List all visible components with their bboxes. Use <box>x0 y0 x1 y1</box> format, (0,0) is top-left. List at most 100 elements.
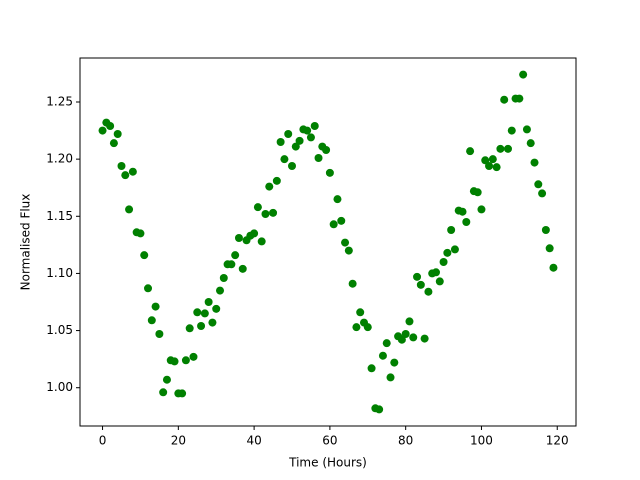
point <box>413 272 422 281</box>
x-tick-label: 100 <box>470 434 493 448</box>
point <box>473 188 482 197</box>
point <box>424 287 433 296</box>
point <box>526 139 535 148</box>
point <box>155 330 164 338</box>
point <box>227 260 236 269</box>
point <box>500 95 509 104</box>
point <box>503 144 512 153</box>
point <box>272 176 281 185</box>
point <box>125 205 134 214</box>
point <box>515 94 524 103</box>
point <box>341 238 350 247</box>
point <box>522 125 531 134</box>
point <box>193 308 202 317</box>
x-tick-label: 0 <box>99 434 107 448</box>
point <box>420 334 429 343</box>
x-tick-label: 60 <box>322 434 337 448</box>
point <box>538 189 547 198</box>
x-tick-label: 80 <box>398 434 413 448</box>
y-tick-label: 1.15 <box>46 209 73 223</box>
point <box>234 234 243 242</box>
point <box>481 156 490 165</box>
point <box>314 154 323 162</box>
point <box>306 133 315 142</box>
y-tick-label: 1.10 <box>46 266 73 280</box>
point <box>231 251 240 260</box>
y-tick-label: 1.25 <box>46 95 73 109</box>
y-tick-label: 1.00 <box>46 380 73 394</box>
point <box>337 216 346 225</box>
point <box>121 171 130 180</box>
point <box>265 182 274 191</box>
x-tick-label: 20 <box>171 434 186 448</box>
point <box>356 308 365 317</box>
point <box>219 274 228 282</box>
x-axis-label: Time (Hours) <box>288 456 367 470</box>
point <box>348 279 357 288</box>
point <box>458 207 467 216</box>
y-axis-label: Normalised Flux <box>19 194 33 291</box>
point <box>519 70 528 79</box>
point <box>253 203 262 212</box>
point <box>284 130 293 138</box>
point <box>136 229 145 238</box>
point <box>109 139 118 148</box>
point <box>344 246 353 255</box>
point <box>216 286 225 295</box>
point <box>212 304 221 313</box>
point <box>549 263 558 272</box>
x-tick-label: 40 <box>246 434 261 448</box>
point <box>181 356 190 365</box>
point <box>386 373 395 382</box>
point <box>200 309 209 318</box>
point <box>329 220 338 229</box>
point <box>178 389 187 398</box>
point <box>238 264 247 273</box>
point <box>466 147 475 156</box>
point <box>477 205 486 214</box>
point <box>322 146 331 154</box>
point <box>416 280 425 289</box>
point <box>492 163 501 172</box>
point <box>405 317 414 326</box>
point <box>288 162 297 170</box>
point <box>397 335 406 344</box>
point <box>147 316 156 325</box>
point <box>541 226 550 234</box>
plot-frame <box>79 57 577 427</box>
point <box>257 237 266 246</box>
point <box>208 318 217 327</box>
point <box>151 302 160 311</box>
point <box>431 268 440 277</box>
point <box>261 210 270 218</box>
point <box>378 351 387 360</box>
point <box>333 195 342 204</box>
point <box>382 339 391 348</box>
point <box>189 352 198 361</box>
point <box>447 226 456 234</box>
point <box>269 208 278 217</box>
point <box>197 322 206 330</box>
point <box>375 405 384 414</box>
point <box>280 155 289 164</box>
point <box>507 126 516 135</box>
point <box>363 323 372 332</box>
point <box>106 122 115 130</box>
point <box>117 162 126 170</box>
point <box>128 167 137 176</box>
point <box>295 136 304 145</box>
point <box>159 388 168 397</box>
point <box>325 168 334 177</box>
point <box>113 130 122 138</box>
point <box>170 357 179 366</box>
point <box>291 142 300 151</box>
point <box>409 333 418 342</box>
x-tick-label: 120 <box>546 434 569 448</box>
y-tick-label: 1.20 <box>46 152 73 166</box>
point <box>367 364 376 373</box>
point <box>390 358 399 367</box>
point <box>462 218 471 226</box>
point <box>98 126 107 135</box>
